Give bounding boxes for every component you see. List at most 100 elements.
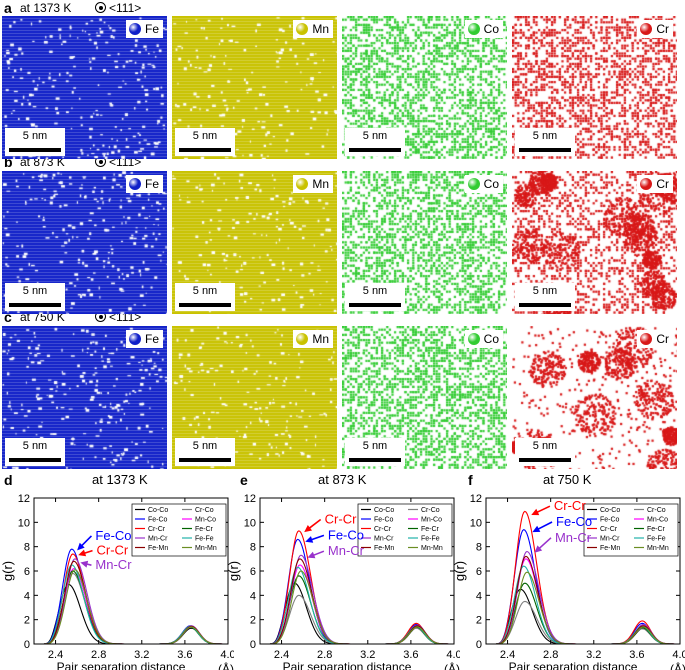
mn-atom-icon — [296, 178, 309, 190]
x-tick-label: 3.6 — [629, 649, 644, 661]
x-tick-label: 2.4 — [48, 649, 63, 661]
scale-bar-line — [519, 148, 571, 152]
element-label: Mn — [312, 332, 329, 346]
x-axis-unit: (Å) — [670, 661, 685, 670]
scale-bar-label: 5 nm — [192, 440, 218, 452]
element-legend: Cr — [637, 330, 673, 348]
map-c-cr: Cr 5 nm — [512, 326, 677, 469]
element-legend: Fe — [125, 20, 163, 38]
scale-bar: 5 nm — [515, 438, 575, 466]
annotation-arrow — [312, 550, 325, 557]
x-tick-label: 3.2 — [360, 649, 375, 661]
legend-entry: Cr-Cr — [600, 526, 618, 533]
y-tick-label: 4 — [250, 590, 256, 602]
map-c-fe: Fe 5 nm — [2, 326, 167, 469]
legend-entry: Fe-Mn — [374, 545, 394, 552]
annotation-arrow — [83, 549, 93, 555]
annotation-label: Cr-Cr — [554, 498, 586, 513]
legend-entry: Mn-Mn — [421, 545, 443, 552]
scale-bar-line — [519, 303, 571, 307]
legend-entry: Fe-Fe — [421, 536, 440, 543]
map-a-co: Co 5 nm — [342, 16, 507, 159]
panel-letter-b: b — [4, 154, 13, 170]
map-a-fe: Fe 5 nm — [2, 16, 167, 159]
element-label: Mn — [312, 22, 329, 36]
fe-atom-icon — [128, 333, 141, 345]
cr-atom-icon — [640, 333, 653, 345]
cr-atom-icon — [640, 178, 653, 190]
annotation-label: Cr-Cr — [325, 512, 357, 527]
element-legend: Co — [464, 330, 503, 348]
map-b-co: Co 5 nm — [342, 171, 507, 314]
scale-bar-label: 5 nm — [22, 440, 48, 452]
annotation-arrowhead — [80, 560, 89, 568]
scale-bar: 5 nm — [175, 128, 235, 156]
legend-entry: Mn-Cr — [374, 536, 394, 543]
plot-e-title: at 873 K — [318, 472, 367, 487]
annotation-arrow — [536, 505, 551, 514]
panel-letter-e: e — [240, 472, 248, 488]
annotation-arrowhead — [78, 549, 87, 557]
x-axis-label: Pair separation distance — [57, 660, 186, 670]
legend-entry: Fe-Cr — [195, 526, 214, 533]
element-legend: Mn — [293, 20, 333, 38]
x-tick-label: 4.0 — [446, 649, 460, 661]
annotation-label: Fe-Co — [556, 514, 592, 529]
scale-bar-line — [9, 458, 61, 462]
legend-entry: Fe-Cr — [647, 526, 666, 533]
co-atom-icon — [467, 23, 480, 35]
element-label: Mn — [312, 177, 329, 191]
element-legend: Fe — [125, 175, 163, 193]
scale-bar-label: 5 nm — [22, 130, 48, 142]
annotation-arrowhead — [534, 545, 543, 553]
scale-bar-line — [519, 458, 571, 462]
legend-entry: Fe-Co — [600, 517, 620, 524]
annotation-arrowhead — [304, 524, 313, 533]
scale-bar-line — [179, 458, 231, 462]
x-tick-label: 3.6 — [403, 649, 418, 661]
x-tick-label: 4.0 — [220, 649, 234, 661]
element-legend: Fe — [125, 330, 163, 348]
scale-bar: 5 nm — [175, 283, 235, 311]
y-tick-label: 0 — [476, 639, 482, 651]
scale-bar-label: 5 nm — [532, 130, 558, 142]
y-tick-label: 10 — [18, 517, 30, 529]
annotation-label: Mn-Cr — [328, 543, 365, 558]
scale-bar-line — [179, 303, 231, 307]
legend-entry: Mn-Co — [195, 517, 216, 524]
x-axis-unit: (Å) — [218, 661, 234, 670]
x-axis-label: Pair separation distance — [509, 660, 638, 670]
co-atom-icon — [467, 178, 480, 190]
scale-bar: 5 nm — [5, 438, 65, 466]
mn-atom-icon — [296, 23, 309, 35]
legend-entry: Cr-Co — [421, 507, 440, 514]
y-tick-label: 6 — [250, 566, 256, 578]
series-legend — [583, 503, 679, 557]
x-tick-label: 2.8 — [543, 649, 558, 661]
scale-bar-line — [9, 303, 61, 307]
annotation-arrowhead — [77, 542, 85, 551]
element-label: Co — [483, 332, 499, 346]
cr-atom-icon — [640, 23, 653, 35]
map-c-mn: Mn 5 nm — [172, 326, 337, 469]
annotation-label: Mn-Cr — [95, 557, 132, 572]
panel-letter-d: d — [4, 472, 13, 488]
element-label: Fe — [144, 22, 159, 36]
y-axis-label: g(r) — [226, 561, 241, 581]
annotation-arrowhead — [305, 536, 314, 543]
map-a-mn: Mn 5 nm — [172, 16, 337, 159]
element-legend: Mn — [293, 330, 333, 348]
plot-d-title: at 1373 K — [92, 472, 148, 487]
legend-entry: Fe-Co — [374, 517, 394, 524]
panel-letter-f: f — [468, 472, 473, 488]
x-tick-label: 3.2 — [134, 649, 149, 661]
plot-f-title: at 750 K — [543, 472, 592, 487]
legend-entry: Fe-Co — [148, 517, 168, 524]
legend-entry: Fe-Fe — [195, 536, 214, 543]
scale-bar: 5 nm — [515, 283, 575, 311]
y-tick-label: 8 — [476, 542, 482, 554]
panel-letter-a: a — [4, 0, 12, 16]
zone-axis-icon — [95, 2, 106, 13]
annotation-label: Fe-Co — [328, 527, 364, 542]
scale-bar-label: 5 nm — [22, 285, 48, 297]
